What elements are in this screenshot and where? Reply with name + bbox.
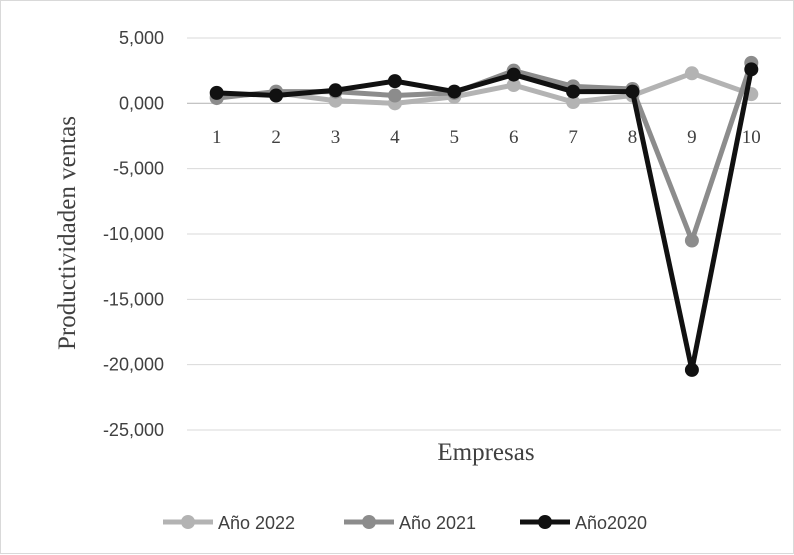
series-3 bbox=[209, 62, 759, 377]
data-point bbox=[684, 66, 699, 81]
data-point bbox=[328, 83, 343, 98]
legend-item: Año 2022 bbox=[163, 513, 295, 533]
x-tick-label: 5 bbox=[450, 127, 460, 148]
data-point bbox=[387, 74, 402, 89]
data-point bbox=[625, 84, 640, 99]
legend-label: Año 2021 bbox=[399, 513, 476, 533]
data-point bbox=[209, 85, 224, 100]
x-tick-label: 4 bbox=[390, 127, 400, 148]
legend-label: Año2020 bbox=[575, 513, 647, 533]
legend-swatch-marker bbox=[538, 515, 552, 529]
x-tick-label: 6 bbox=[509, 127, 519, 148]
y-tick-label: -20,000 bbox=[103, 355, 164, 375]
data-point bbox=[744, 62, 759, 77]
y-tick-label: -15,000 bbox=[103, 289, 164, 309]
y-tick-label: -10,000 bbox=[103, 224, 164, 244]
y-tick-label: 0,000 bbox=[119, 93, 164, 113]
legend-item: Año 2021 bbox=[344, 513, 476, 533]
series-line bbox=[216, 70, 753, 106]
x-axis-ticks: 1 2 3 4 5 6 7 8 9 10 bbox=[212, 127, 761, 148]
legend-item: Año2020 bbox=[520, 513, 647, 533]
y-axis-title: Productividaden ventas bbox=[54, 116, 81, 350]
x-tick-label: 1 bbox=[212, 127, 222, 148]
y-tick-label: 5,000 bbox=[119, 28, 164, 48]
x-tick-label: 9 bbox=[687, 127, 697, 148]
data-point bbox=[506, 67, 521, 82]
legend-swatch-marker bbox=[181, 515, 195, 529]
legend-swatch-marker bbox=[362, 515, 376, 529]
data-point bbox=[447, 84, 462, 99]
data-point bbox=[566, 84, 581, 99]
y-axis-ticks: 5,000 0,000 -5,000 -10,000 -15,000 -20,000 -25… bbox=[103, 28, 164, 440]
y-tick-label: -25,000 bbox=[103, 420, 164, 440]
gridlines bbox=[187, 37, 781, 431]
x-axis-title: Empresas bbox=[437, 439, 534, 466]
legend: Año 2022 Año 2021 Año2020 bbox=[163, 513, 647, 533]
data-point bbox=[269, 88, 284, 103]
x-tick-label: 10 bbox=[742, 127, 761, 148]
series-line bbox=[216, 68, 754, 373]
data-point bbox=[387, 88, 402, 103]
x-tick-label: 8 bbox=[628, 127, 638, 148]
data-point bbox=[566, 95, 581, 110]
data-point bbox=[684, 362, 699, 377]
x-tick-label: 2 bbox=[271, 127, 281, 148]
data-point bbox=[684, 233, 699, 248]
series-group bbox=[209, 55, 759, 377]
legend-label: Año 2022 bbox=[218, 513, 295, 533]
x-tick-label: 7 bbox=[568, 127, 578, 148]
y-tick-label: -5,000 bbox=[113, 159, 164, 179]
x-tick-label: 3 bbox=[331, 127, 341, 148]
data-point bbox=[506, 78, 521, 93]
